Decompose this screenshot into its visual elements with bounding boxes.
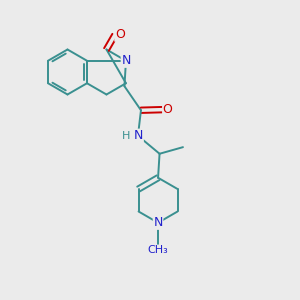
Text: N: N [153, 216, 163, 229]
Text: CH₃: CH₃ [148, 245, 168, 255]
Text: H: H [122, 131, 131, 141]
Text: N: N [134, 129, 143, 142]
Text: O: O [163, 103, 172, 116]
Text: N: N [121, 54, 130, 67]
Text: O: O [115, 28, 125, 41]
